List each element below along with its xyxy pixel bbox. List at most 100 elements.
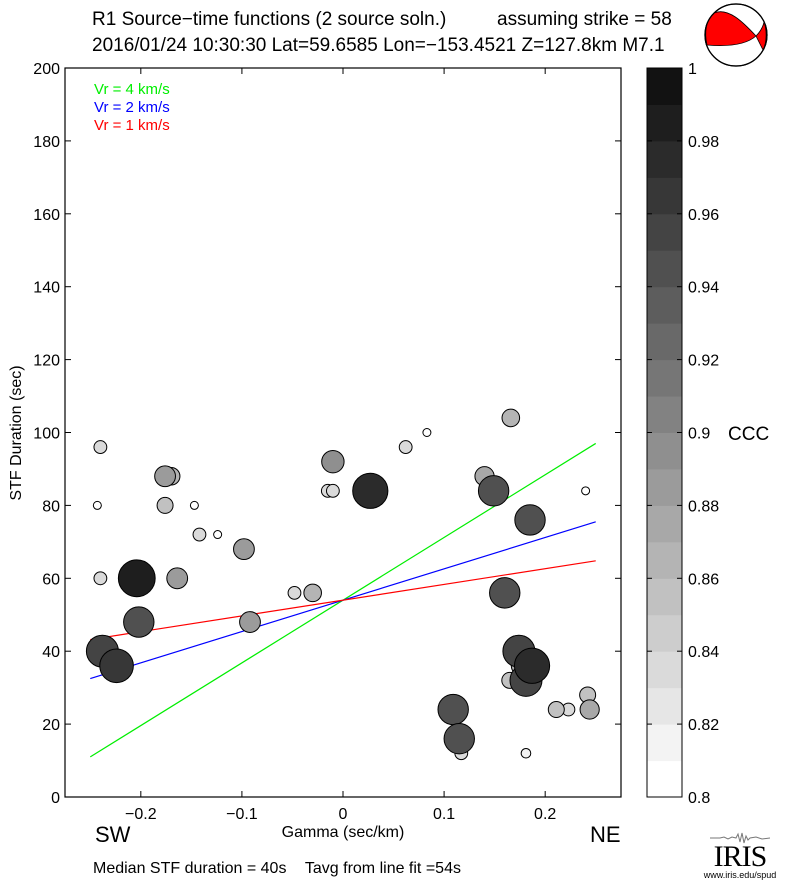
y-tick-label: 40 xyxy=(42,644,60,661)
colorbar-band xyxy=(647,687,682,725)
data-point-6 xyxy=(192,527,207,542)
colorbar-band xyxy=(647,724,682,762)
tavg-text: Tavg from line fit =54s xyxy=(304,860,461,877)
y-tick-label: 160 xyxy=(33,207,60,224)
x-tick-label: 0 xyxy=(339,806,348,823)
summary-footer: Median STF duration = 40s Tavg from line… xyxy=(93,860,461,878)
x-tick-label: 0.2 xyxy=(534,806,556,823)
data-point-35 xyxy=(437,693,469,726)
x-tick-label: −0.1 xyxy=(226,806,258,823)
colorbar-band xyxy=(647,505,682,543)
colorbar-band xyxy=(647,213,682,251)
legend: Vr = 4 km/s Vr = 2 km/s Vr = 1 km/s xyxy=(94,81,170,134)
colorbar-label: CCC xyxy=(728,424,769,445)
data-point-15 xyxy=(233,538,255,561)
data-point-10 xyxy=(166,567,189,590)
data-point-42 xyxy=(579,699,600,720)
colorbar-band xyxy=(647,760,682,798)
median-stf-text: Median STF duration = 40s xyxy=(93,860,287,877)
seismogram-icon xyxy=(710,832,770,844)
colorbar-band xyxy=(647,651,682,689)
data-point-14 xyxy=(239,611,261,633)
event-info: 2016/01/24 10:30:30 Lat=59.6585 Lon=−153… xyxy=(92,35,665,56)
colorbar-band xyxy=(647,140,682,178)
iris-logo: IRIS www.iris.edu/spud xyxy=(700,832,780,881)
data-point-7 xyxy=(213,530,223,540)
colorbar-band xyxy=(647,359,682,397)
iris-url: www.iris.edu/spud xyxy=(703,870,777,880)
data-point-24 xyxy=(501,408,521,428)
colorbar-tick-label: 0.86 xyxy=(688,571,719,588)
fit-line-2 xyxy=(90,560,596,641)
colorbar-band xyxy=(647,614,682,652)
data-point-8 xyxy=(93,571,108,586)
data-point-4 xyxy=(156,496,174,514)
data-point-19 xyxy=(352,472,389,509)
fit-lines xyxy=(89,442,597,758)
colorbar-tick-label: 0.88 xyxy=(688,498,719,515)
y-tick-label: 120 xyxy=(33,353,60,370)
legend-entry-vr1: Vr = 1 km/s xyxy=(94,117,170,134)
iris-logo-text: IRIS xyxy=(713,840,768,873)
colorbar-band xyxy=(647,541,682,579)
data-point-16 xyxy=(321,449,345,474)
focal-mechanism-beachball-icon xyxy=(704,3,768,67)
y-axis-label: STF Duration (sec) xyxy=(8,365,25,500)
colorbar: 0.8 0.82 0.84 0.86 0.88 0.9 0.92 0.94 0.96 0.98 1 xyxy=(646,61,719,807)
data-point-31 xyxy=(513,647,551,684)
chart-title: R1 Source−time functions (2 source soln.… xyxy=(92,9,447,30)
x-axis-label: Gamma (sec/km) xyxy=(282,824,405,841)
colorbar-band xyxy=(647,578,682,616)
data-point-27 xyxy=(581,486,591,496)
data-point-5 xyxy=(189,500,199,510)
colorbar-band xyxy=(647,468,682,506)
legend-entry-vr4: Vr = 4 km/s xyxy=(94,81,170,98)
colorbar-band xyxy=(647,104,682,142)
data-point-29 xyxy=(489,577,521,609)
y-tick-label: 140 xyxy=(33,280,60,297)
y-tick-label: 80 xyxy=(42,498,60,515)
colorbar-tick-label: 0.98 xyxy=(688,134,719,151)
colorbar-tick-label: 0.94 xyxy=(688,280,719,297)
colorbar-band xyxy=(647,432,682,470)
colorbar-band xyxy=(647,177,682,215)
data-point-0 xyxy=(93,440,108,454)
data-point-21 xyxy=(303,583,322,603)
colorbar-tick-label: 0.82 xyxy=(688,717,719,734)
colorbar-tick-label: 0.96 xyxy=(688,207,719,224)
colorbar-band xyxy=(647,286,682,324)
data-point-9 xyxy=(117,559,156,598)
data-point-37 xyxy=(443,722,475,755)
y-tick-label: 200 xyxy=(33,61,60,78)
data-point-28 xyxy=(514,504,546,536)
colorbar-band xyxy=(647,250,682,288)
direction-ne-label: NE xyxy=(590,822,621,847)
colorbar-tick-label: 0.8 xyxy=(688,790,710,807)
direction-sw-label: SW xyxy=(95,822,131,847)
data-point-39 xyxy=(547,701,565,719)
colorbar-tick-label: 0.9 xyxy=(688,426,710,443)
y-tick-label: 20 xyxy=(42,717,60,734)
data-points xyxy=(85,408,600,761)
colorbar-tick-label: 0.92 xyxy=(688,353,719,370)
colorbar-tick-label: 1 xyxy=(688,61,697,78)
colorbar-band xyxy=(647,323,682,361)
y-tick-label: 100 xyxy=(33,426,60,443)
axes: −0.2 −0.1 0 0.1 0.2 0 20 40 60 80 100 120 140 160 180 2… xyxy=(33,61,621,823)
data-point-18 xyxy=(325,483,340,498)
y-tick-label: 60 xyxy=(42,571,60,588)
legend-entry-vr2: Vr = 2 km/s xyxy=(94,99,170,116)
data-point-20 xyxy=(287,585,302,600)
data-point-1 xyxy=(154,465,176,488)
x-tick-label: −0.2 xyxy=(125,806,157,823)
data-point-13 xyxy=(99,648,134,684)
y-tick-label: 180 xyxy=(33,134,60,151)
strike-label: assuming strike = 58 xyxy=(497,9,672,30)
data-point-23 xyxy=(422,428,432,437)
data-point-11 xyxy=(123,606,155,638)
colorbar-band xyxy=(647,68,682,105)
colorbar-tick-label: 0.84 xyxy=(688,644,719,661)
x-tick-label: 0.1 xyxy=(433,806,455,823)
data-point-22 xyxy=(398,440,413,454)
